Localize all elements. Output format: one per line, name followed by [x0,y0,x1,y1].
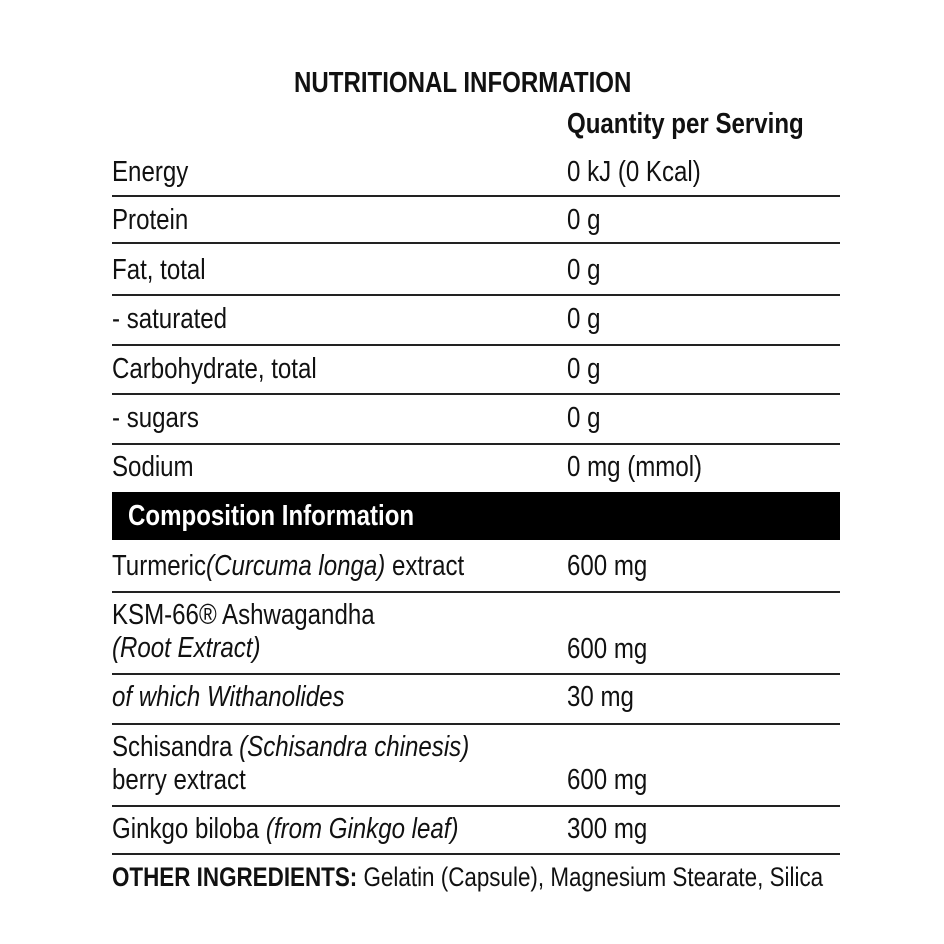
row-divider [112,242,840,244]
composition-header: Composition Information [128,500,415,532]
row-divider [112,294,840,296]
nutrient-label: Energy [112,156,189,188]
ingredient-latin-name: (Curcuma longa) [206,550,386,582]
row-divider [112,591,840,593]
nutrient-label: Protein [112,204,189,236]
ingredient-latin-name: of which Withanolides [112,681,345,713]
ingredient-latin-name: (Schisandra chinesis) [239,731,470,763]
nutrient-value: 0 g [567,303,601,335]
nutrient-value: 0 mg (mmol) [567,451,703,483]
ingredient-name: of which Withanolides [112,680,345,714]
ingredient-label: KSM-66® Ashwagandha [112,599,375,631]
nutrient-label: - saturated [112,303,228,335]
ingredient-name: KSM-66® Ashwagandha [112,598,375,632]
nutrient-value: 0 kJ (0 Kcal) [567,156,701,188]
ingredient-line2: berry extract [112,764,246,796]
nutrient-label: Fat, total [112,254,206,286]
ingredient-name: Turmeric(Curcuma longa) extract [112,549,464,583]
row-divider [112,673,840,675]
label-title: NUTRITIONAL INFORMATION [294,67,632,99]
ingredient-amount: 300 mg [567,813,648,845]
ingredient-name: Ginkgo biloba (from Ginkgo leaf) [112,812,459,846]
column-header: Quantity per Serving [567,108,804,140]
ingredient-latin-name: (from Ginkgo leaf) [265,813,459,845]
nutrient-value: 0 g [567,402,601,434]
ingredient-label: Ginkgo biloba [112,813,266,845]
nutrient-value: 0 g [567,254,601,286]
ingredient-amount: 600 mg [567,550,648,582]
other-ingredients-label: OTHER INGREDIENTS: [112,862,358,892]
row-divider [112,344,840,346]
row-divider [112,443,840,445]
ingredient-label: Schisandra [112,731,240,763]
ingredient-line2: (Root Extract) [112,632,261,664]
row-divider [112,393,840,395]
ingredient-amount: 30 mg [567,681,634,713]
row-divider [112,723,840,725]
ingredient-amount: 600 mg [567,633,648,665]
nutrient-label: - sugars [112,402,199,434]
row-divider [112,805,840,807]
nutrient-label: Carbohydrate, total [112,353,317,385]
row-divider [112,195,840,197]
nutrient-value: 0 g [567,204,601,236]
other-ingredients: OTHER INGREDIENTS: Gelatin (Capsule), Ma… [112,860,823,894]
ingredient-label: Turmeric [112,550,207,582]
other-ingredients-text: Gelatin (Capsule), Magnesium Stearate, S… [357,862,824,892]
composition-header-bar: Composition Information [112,492,840,540]
ingredient-suffix: extract [385,550,465,582]
ingredient-amount: 600 mg [567,764,648,796]
ingredient-name: Schisandra (Schisandra chinesis) [112,730,469,764]
nutrient-value: 0 g [567,353,601,385]
row-divider [112,853,840,855]
nutrient-label: Sodium [112,451,194,483]
